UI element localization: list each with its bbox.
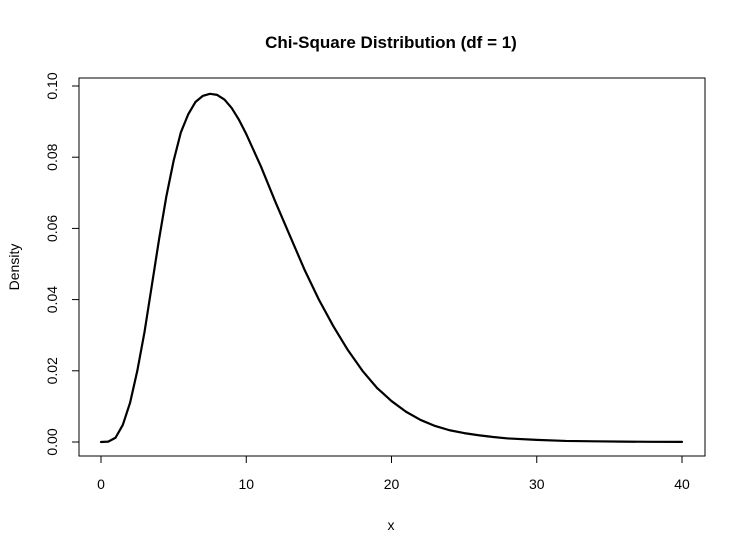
x-axis-label: x	[388, 517, 395, 533]
x-tick-label: 40	[674, 476, 690, 492]
x-tick-label: 30	[529, 476, 545, 492]
x-axis: 0 10 20 30 40	[97, 455, 690, 492]
y-tick-label: 0.02	[44, 357, 60, 384]
x-tick-label: 20	[384, 476, 400, 492]
x-tick-label: 10	[238, 476, 254, 492]
y-tick-label: 0.00	[44, 428, 60, 455]
x-tick-label: 0	[97, 476, 105, 492]
y-tick-label: 0.06	[44, 215, 60, 242]
plot-frame	[78, 77, 706, 457]
y-axis: 0.00 0.02 0.04 0.06 0.08 0.10	[44, 72, 80, 456]
y-tick-label: 0.04	[44, 286, 60, 313]
chart-title: Chi-Square Distribution (df = 1)	[265, 33, 517, 52]
y-tick-label: 0.08	[44, 143, 60, 170]
y-tick-label: 0.10	[44, 72, 60, 99]
density-curve	[99, 92, 684, 444]
y-axis-label: Density	[6, 244, 22, 291]
